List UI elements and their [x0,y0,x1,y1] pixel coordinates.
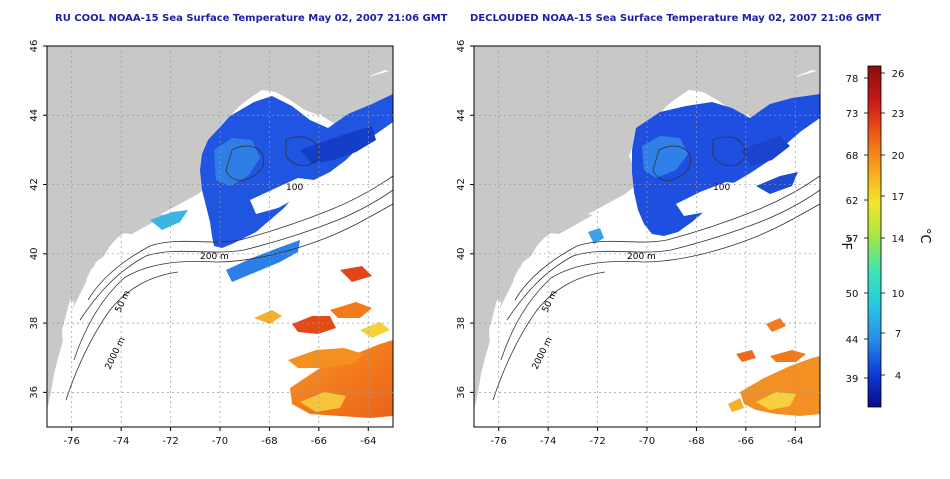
lon-tick-label: -66 [738,436,754,447]
lat-tick-label: 40 [29,247,40,260]
lon-tick-label: -64 [360,436,376,447]
lat-tick-label: 36 [456,386,467,399]
lon-tick-label: -68 [261,436,277,447]
lon-tick-label: -70 [639,436,655,447]
lon-tick-label: -72 [589,436,605,447]
cloud-gap [316,166,356,190]
graticule [474,46,820,427]
celsius-tick-label: 4 [895,371,901,382]
lat-tick-label: 36 [29,386,40,399]
celsius-label: °C [917,228,932,244]
colorbar-gradient [867,65,882,408]
fahrenheit-tick-label: 50 [846,289,859,300]
lon-tick-label: -68 [688,436,704,447]
isobath-label-100: 100 [286,183,303,193]
sst-warm-patch [360,322,390,338]
sst-warm-patch [330,302,372,318]
sst-cold-strip [756,172,798,194]
nova-scotia [320,70,393,124]
fahrenheit-tick-label: 57 [846,234,859,245]
fahrenheit-label: °F [838,236,853,250]
sst-shelf-patch [588,228,604,244]
lat-tick-label: 38 [29,317,40,330]
isobath-label-200: 200 m [627,252,656,262]
land-mass [474,46,820,410]
lat-tick-label: 42 [456,178,467,191]
celsius-tick-label: 26 [892,69,905,80]
sst-cold-patch [214,138,260,186]
sst-cold-patch [300,126,376,164]
celsius-tick-label: 17 [892,192,905,203]
cloud-gap [250,178,314,214]
celsius-tick-label: 20 [892,151,905,162]
lon-tick-label: -74 [113,436,129,447]
fahrenheit-ticks: 78 73 68 62 57 50 44 39 [846,74,868,385]
fahrenheit-tick-label: 62 [846,196,859,207]
chesapeake-bay [489,300,501,360]
land-mass [47,46,393,410]
lon-tick-label: -66 [311,436,327,447]
left-map-title: RU COOL NOAA-15 Sea Surface Temperature … [55,13,448,24]
fahrenheit-tick-label: 44 [846,335,859,346]
delaware-bay [86,268,96,290]
sst-shelf-strip [226,240,300,282]
axis-ticks: -76 -74 -72 -70 -68 -66 -64 36 38 40 42 44 46 [29,40,376,447]
lat-tick-label: 42 [29,178,40,191]
sst-cold-patch [740,136,790,166]
lon-tick-label: -76 [64,436,80,447]
isobath-contours [492,136,820,401]
isobath-label-100: 100 [713,183,730,193]
sst-shelf-strip [150,210,188,230]
fahrenheit-tick-label: 78 [846,74,859,85]
celsius-tick-label: 23 [892,109,905,120]
lat-tick-label: 40 [456,247,467,260]
fahrenheit-tick-label: 68 [846,151,859,162]
chesapeake-bay [62,300,74,360]
isobath-label-200: 200 m [200,252,229,262]
axis-ticks: -76 -74 -72 -70 -68 -66 -64 36 38 40 42 44 46 [456,40,803,447]
lat-tick-label: 46 [29,40,40,53]
celsius-ticks: 26 23 20 17 14 10 7 4 [881,69,904,382]
lon-tick-label: -74 [540,436,556,447]
sst-warm-patch [728,398,744,412]
right-map-panel: 200 m 100 50 m 2000 m -76 -74 -72 -70 -68 -66… [456,40,821,447]
sst-cold-region [200,94,393,248]
right-map-title: DECLOUDED NOAA-15 Sea Surface Temperatur… [470,13,881,24]
graticule [47,46,393,427]
celsius-tick-label: 7 [895,329,901,340]
lat-tick-label: 44 [456,109,467,122]
sst-warm-patch [340,266,372,282]
sst-warm-patch [770,350,806,362]
cloud-gap [676,182,746,216]
sst-warm-patch [254,310,282,324]
lon-tick-label: -76 [491,436,507,447]
left-map-panel: 200 m 100 50 m 2000 m -76 -74 -72 -70 -68 -66… [29,40,394,447]
lat-tick-label: 38 [456,317,467,330]
lon-tick-label: -64 [787,436,803,447]
sst-warm-patch [766,318,786,332]
isobath-contours [65,136,393,401]
sst-hot-core [756,392,796,410]
lat-tick-label: 46 [456,40,467,53]
delaware-bay [513,268,523,290]
celsius-tick-label: 14 [892,234,905,245]
fahrenheit-tick-label: 73 [846,109,859,120]
lon-tick-label: -70 [212,436,228,447]
lon-tick-label: -72 [162,436,178,447]
sst-warm-patch [288,348,364,368]
lat-tick-label: 44 [29,109,40,122]
long-island [547,214,593,234]
temperature-colorbar: 78 73 68 62 57 50 44 39 26 23 20 17 14 10 7 4 °F °C [838,65,932,408]
celsius-tick-label: 10 [892,289,905,300]
fahrenheit-tick-label: 39 [846,374,859,385]
sst-warm-patch [292,316,336,334]
sst-hot-core [300,392,346,412]
